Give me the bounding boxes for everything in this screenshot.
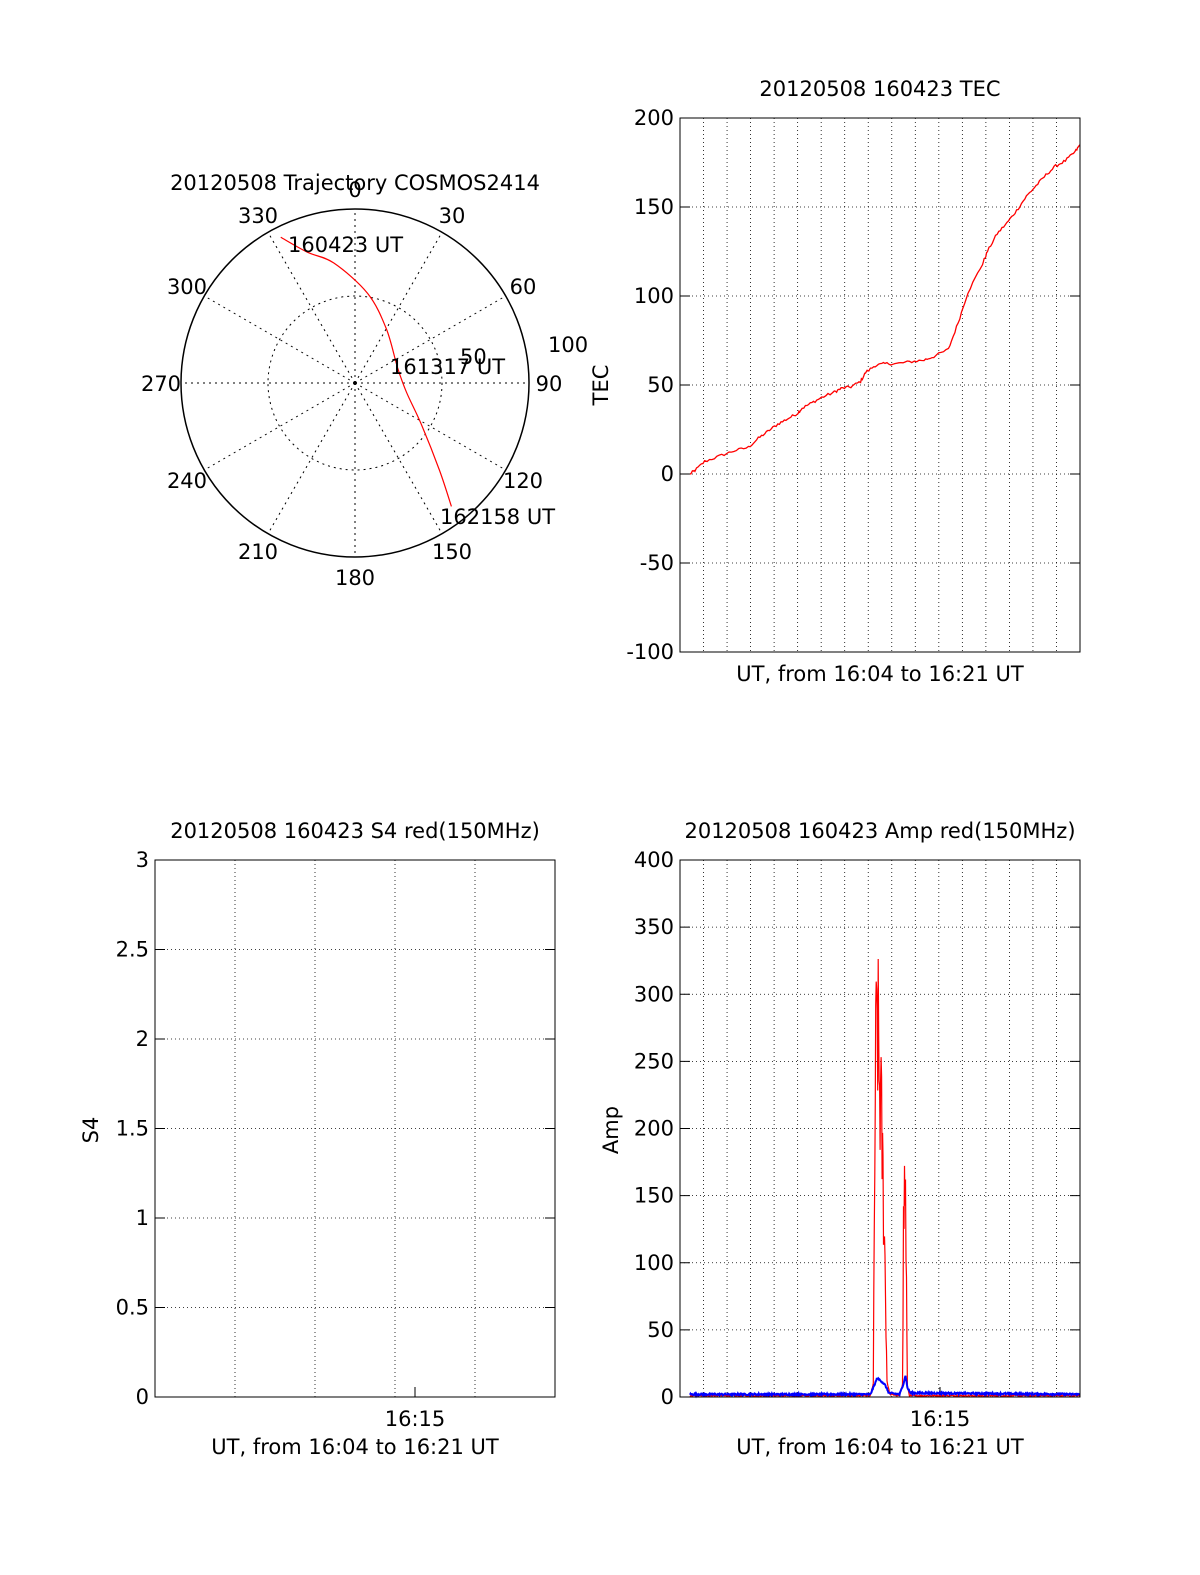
amp-grid xyxy=(680,859,1080,1398)
y-tick-label: 400 xyxy=(634,848,674,872)
y-tick-label: 2.5 xyxy=(116,938,149,962)
y-tick-label: 250 xyxy=(634,1049,674,1073)
amp-red-series-line xyxy=(689,958,1081,1398)
y-tick-label: 50 xyxy=(647,1318,674,1342)
tec-series-line xyxy=(689,144,1081,475)
y-tick-label: 0 xyxy=(661,462,674,486)
trajectory-line xyxy=(280,236,452,507)
tec-ylabel: TEC xyxy=(589,365,613,407)
s4-title: 20120508 160423 S4 red(150MHz) xyxy=(170,819,540,843)
amp-panel: 20120508 160423 Amp red(150MHz) 0 50 100 15… xyxy=(599,819,1081,1459)
azimuth-label-150: 150 xyxy=(432,540,472,564)
azimuth-label-210: 210 xyxy=(238,540,278,564)
annotation-end-time: 162158 UT xyxy=(440,505,555,529)
s4-xlabel: UT, from 16:04 to 16:21 UT xyxy=(211,1435,499,1459)
polar-spoke xyxy=(267,382,356,534)
amp-blue-series-line xyxy=(689,1375,1081,1399)
amp-title: 20120508 160423 Amp red(150MHz) xyxy=(684,819,1075,843)
tec-grid xyxy=(680,117,1080,653)
y-tick-label: 200 xyxy=(634,106,674,130)
y-tick-label: 100 xyxy=(634,1251,674,1275)
annotation-start-time: 160423 UT xyxy=(288,233,403,257)
azimuth-label-60: 60 xyxy=(510,275,537,299)
y-tick-label: 200 xyxy=(634,1117,674,1141)
elevation-label-100: 100 xyxy=(548,333,588,357)
polar-spoke xyxy=(204,295,356,384)
polar-title: 20120508 Trajectory COSMOS2414 xyxy=(170,171,540,195)
y-tick-label: 150 xyxy=(634,195,674,219)
y-tick-label: 1 xyxy=(136,1206,149,1230)
y-tick-label: -100 xyxy=(626,640,674,664)
azimuth-label-30: 30 xyxy=(439,204,466,228)
y-tick-label: 0 xyxy=(136,1385,149,1409)
elevation-label-50: 50 xyxy=(460,345,487,369)
tec-plot-frame xyxy=(679,117,1081,653)
polar-spoke xyxy=(354,382,506,471)
tec-panel: 20120508 160423 TEC -100-50050100150200 … xyxy=(589,77,1081,686)
tec-title: 20120508 160423 TEC xyxy=(759,77,1000,101)
amp-xlabel: UT, from 16:04 to 16:21 UT xyxy=(736,1435,1024,1459)
polar-spoke xyxy=(354,295,506,384)
y-tick-label: 2 xyxy=(136,1027,149,1051)
azimuth-label-0: 0 xyxy=(348,178,361,202)
annotation-mid-time: 161317 UT xyxy=(390,355,505,379)
azimuth-label-330: 330 xyxy=(238,204,278,228)
azimuth-label-90: 90 xyxy=(536,372,563,396)
polar-outer-ring xyxy=(180,208,530,558)
amp-ylabel: Amp xyxy=(599,1106,623,1154)
s4-grid xyxy=(155,859,555,1398)
azimuth-label-180: 180 xyxy=(335,566,375,590)
y-tick-label: 50 xyxy=(647,373,674,397)
s4-y-tick-labels: 0 0.5 1 1.5 2 2.5 3 xyxy=(116,848,149,1409)
polar-spoke xyxy=(354,382,443,534)
polar-panel: 20120508 Trajectory COSMOS2414 0 30 60 90 12… xyxy=(141,171,588,590)
azimuth-label-300: 300 xyxy=(167,275,207,299)
s4-plot-frame xyxy=(154,859,556,1398)
s4-panel: 20120508 160423 S4 red(150MHz) 0 0.5 1 1.5 2… xyxy=(79,819,556,1459)
azimuth-label-270: 270 xyxy=(141,372,181,396)
y-tick-label: 1.5 xyxy=(116,1117,149,1141)
polar-inner-ring xyxy=(267,295,443,471)
y-tick-label: -50 xyxy=(640,551,674,575)
amp-plot-frame xyxy=(679,859,1081,1398)
s4-ylabel: S4 xyxy=(79,1117,103,1144)
y-tick-label: 300 xyxy=(634,982,674,1006)
polar-spoke xyxy=(354,232,443,384)
amp-xtick-label: 16:15 xyxy=(910,1407,971,1431)
polar-grid xyxy=(180,208,530,558)
y-tick-label: 150 xyxy=(634,1184,674,1208)
polar-spoke xyxy=(267,232,356,384)
y-tick-label: 0 xyxy=(661,1385,674,1409)
tec-xlabel: UT, from 16:04 to 16:21 UT xyxy=(736,662,1024,686)
s4-xtick-label: 16:15 xyxy=(385,1407,446,1431)
y-tick-label: 3 xyxy=(136,848,149,872)
azimuth-label-120: 120 xyxy=(503,469,543,493)
tec-y-tick-labels: -100 -50 0 50 100 150 200 xyxy=(626,106,674,664)
azimuth-label-240: 240 xyxy=(167,469,207,493)
y-tick-label: 0.5 xyxy=(116,1296,149,1320)
y-tick-label: 100 xyxy=(634,284,674,308)
polar-azimuth-labels: 0 30 60 90 120 150 180 210 240 270 300 330 xyxy=(141,178,562,590)
y-tick-label: 350 xyxy=(634,915,674,939)
polar-spoke xyxy=(204,382,356,471)
amp-y-tick-labels: 0 50 100 150 200 250 300 350 400 xyxy=(634,848,674,1409)
